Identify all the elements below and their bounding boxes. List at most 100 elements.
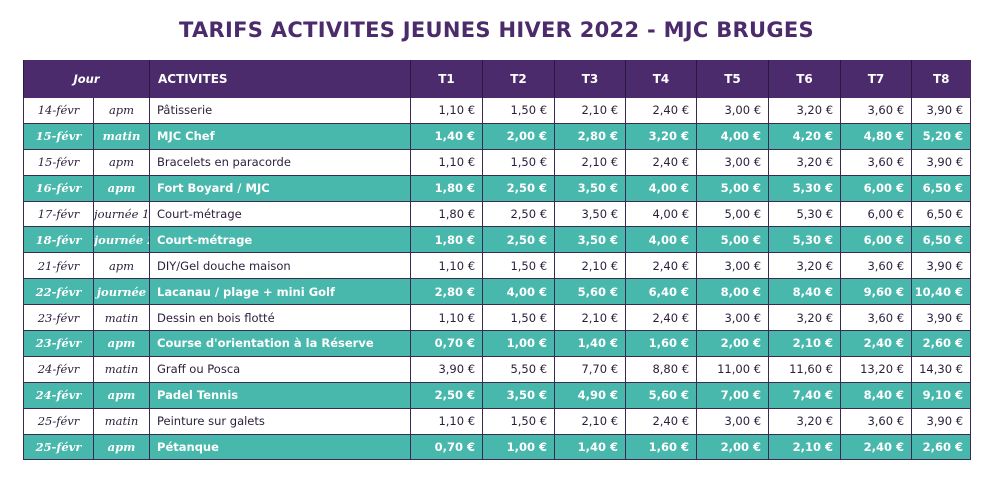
- time-cell: apm: [92, 330, 151, 357]
- price-cell-t5: 8,00 €: [696, 278, 770, 306]
- price-cell-t7: 3,60 €: [840, 149, 913, 176]
- price-cell-t2: 1,50 €: [482, 98, 556, 124]
- price-cell-t1: 2,50 €: [410, 382, 484, 409]
- activity-cell: Bracelets en paracorde: [149, 149, 412, 176]
- time-cell: matin: [92, 356, 151, 383]
- price-cell-t6: 3,20 €: [768, 98, 842, 124]
- time-cell: matin: [92, 123, 151, 150]
- price-cell-t1: 1,80 €: [410, 226, 484, 254]
- price-cell-t8: 6,50 €: [911, 175, 972, 202]
- day-cell: 15-févr: [23, 123, 94, 150]
- price-cell-t8: 14,30 €: [911, 356, 972, 383]
- time-cell: journée: [92, 278, 151, 306]
- price-cell-t7: 2,40 €: [840, 330, 913, 357]
- price-cell-t2: 4,00 €: [482, 278, 556, 306]
- day-cell: 16-févr: [23, 175, 94, 202]
- price-cell-t2: 2,50 €: [482, 226, 556, 254]
- price-cell-t1: 1,10 €: [410, 408, 484, 435]
- price-cell-t8: 3,90 €: [911, 408, 972, 435]
- price-cell-t7: 6,00 €: [840, 201, 913, 228]
- price-cell-t7: 8,40 €: [840, 382, 913, 409]
- price-cell-t1: 0,70 €: [410, 434, 484, 461]
- price-cell-t4: 4,00 €: [625, 226, 698, 254]
- price-cell-t7: 9,60 €: [840, 278, 913, 306]
- price-cell-t8: 3,90 €: [911, 304, 972, 332]
- price-cell-t2: 3,50 €: [482, 382, 556, 409]
- activity-cell: Padel Tennis: [149, 382, 412, 409]
- page-title: TARIFS ACTIVITES JEUNES HIVER 2022 - MJC…: [179, 18, 814, 42]
- price-cell-t5: 2,00 €: [696, 434, 770, 461]
- price-cell-t2: 2,00 €: [482, 123, 556, 150]
- activity-cell: Pétanque: [149, 434, 412, 461]
- price-cell-t1: 1,40 €: [410, 123, 484, 150]
- price-cell-t4: 2,40 €: [625, 408, 698, 435]
- price-cell-t5: 3,00 €: [696, 98, 770, 124]
- activity-cell: DIY/Gel douche maison: [149, 252, 412, 280]
- activity-cell: Pâtisserie: [149, 98, 412, 124]
- price-cell-t4: 1,60 €: [625, 330, 698, 357]
- price-cell-t8: 5,20 €: [911, 123, 972, 150]
- time-cell: apm: [92, 175, 151, 202]
- price-cell-t2: 1,50 €: [482, 408, 556, 435]
- price-cell-t2: 1,50 €: [482, 252, 556, 280]
- table-header-row: Jour ACTIVITES T1 T2 T3 T4 T5 T6 T7 T8: [22, 60, 971, 98]
- price-cell-t8: 2,60 €: [911, 434, 972, 461]
- price-cell-t3: 7,70 €: [554, 356, 627, 383]
- day-cell: 14-févr: [23, 98, 94, 124]
- price-cell-t2: 1,00 €: [482, 330, 556, 357]
- header-t7: T7: [840, 60, 912, 98]
- price-cell-t4: 2,40 €: [625, 149, 698, 176]
- price-cell-t6: 5,30 €: [768, 175, 842, 202]
- table-row: 23-févr apm Course d'orientation à la Rése…: [23, 330, 972, 357]
- price-cell-t4: 2,40 €: [625, 98, 698, 124]
- table-row: 15-févr matin MJC Chef 1,40 €2,00 €2,80 €3,…: [23, 123, 972, 150]
- header-t6: T6: [768, 60, 841, 98]
- price-cell-t3: 2,10 €: [554, 304, 627, 332]
- price-cell-t3: 1,40 €: [554, 330, 627, 357]
- activity-cell: MJC Chef: [149, 123, 412, 150]
- table-row: 18-févr journée 2 Court-métrage 1,80 €2,50 …: [23, 226, 972, 254]
- price-cell-t1: 0,70 €: [410, 330, 484, 357]
- price-cell-t3: 1,40 €: [554, 434, 627, 461]
- activity-cell: Dessin en bois flotté: [149, 304, 412, 332]
- table-row: 14-févr apm Pâtisserie 1,10 €1,50 €2,10 €2,…: [23, 98, 972, 124]
- price-cell-t1: 1,10 €: [410, 304, 484, 332]
- price-cell-t1: 1,10 €: [410, 252, 484, 280]
- price-cell-t6: 5,30 €: [768, 201, 842, 228]
- price-cell-t6: 3,20 €: [768, 304, 842, 332]
- price-cell-t8: 2,60 €: [911, 330, 972, 357]
- activity-cell: Lacanau / plage + mini Golf: [149, 278, 412, 306]
- price-cell-t4: 2,40 €: [625, 252, 698, 280]
- price-cell-t5: 3,00 €: [696, 149, 770, 176]
- price-cell-t5: 4,00 €: [696, 123, 770, 150]
- price-cell-t5: 3,00 €: [696, 304, 770, 332]
- day-cell: 24-févr: [23, 356, 94, 383]
- table-row: 25-févr apm Pétanque 0,70 €1,00 €1,40 €1,60…: [23, 434, 972, 461]
- time-cell: journée 1: [92, 201, 151, 228]
- time-cell: apm: [92, 149, 151, 176]
- time-cell: matin: [92, 304, 151, 332]
- price-cell-t7: 3,60 €: [840, 98, 913, 124]
- time-cell: apm: [92, 252, 151, 280]
- day-cell: 25-févr: [23, 408, 94, 435]
- activity-cell: Court-métrage: [149, 226, 412, 254]
- day-cell: 23-févr: [23, 330, 94, 357]
- header-t8: T8: [911, 60, 971, 98]
- header-t1: T1: [410, 60, 483, 98]
- header-t4: T4: [625, 60, 697, 98]
- day-cell: 15-févr: [23, 149, 94, 176]
- price-cell-t2: 5,50 €: [482, 356, 556, 383]
- day-cell: 18-févr: [23, 226, 94, 254]
- time-cell: apm: [92, 382, 151, 409]
- day-cell: 22-févr: [23, 278, 94, 306]
- price-cell-t5: 5,00 €: [696, 201, 770, 228]
- price-cell-t1: 1,80 €: [410, 175, 484, 202]
- table-row: 24-févr apm Padel Tennis 2,50 €3,50 €4,90 €…: [23, 382, 972, 409]
- price-cell-t1: 1,80 €: [410, 201, 484, 228]
- price-cell-t5: 7,00 €: [696, 382, 770, 409]
- price-cell-t1: 1,10 €: [410, 149, 484, 176]
- header-activites: ACTIVITES: [149, 60, 411, 98]
- price-cell-t3: 2,10 €: [554, 98, 627, 124]
- table-row: 21-févr apm DIY/Gel douche maison 1,10 €1,5…: [23, 252, 972, 280]
- time-cell: apm: [92, 98, 151, 124]
